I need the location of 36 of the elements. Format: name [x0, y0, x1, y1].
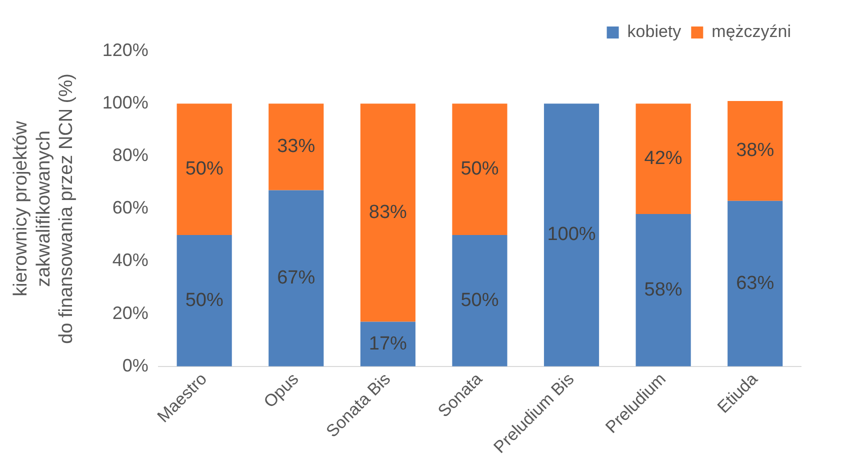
y-axis-title: kierownicy projektów zakwalifikowanych do finansowania przez NCN (%) — [10, 74, 78, 344]
y-tick-label: 120% — [102, 40, 148, 60]
data-label: 50% — [460, 290, 499, 311]
data-label: 38% — [736, 140, 774, 162]
bar — [636, 104, 691, 214]
bar — [176, 234, 232, 366]
bar — [176, 104, 232, 235]
bar — [360, 322, 416, 366]
data-label: 67% — [277, 268, 316, 289]
y-tick-label: 80% — [112, 145, 148, 166]
data-label: 33% — [277, 136, 316, 158]
data-label: 63% — [736, 272, 774, 294]
bar — [268, 104, 324, 190]
data-label: 50% — [185, 158, 224, 180]
y-tick-label: 60% — [112, 198, 148, 218]
data-label: 50% — [185, 290, 224, 311]
y-tick-label: 0% — [122, 355, 148, 376]
bar — [452, 234, 508, 366]
bar — [544, 104, 600, 366]
legend-label: kobiety — [627, 22, 682, 42]
legend-label: mężczyźni — [712, 22, 792, 42]
bar — [728, 200, 783, 366]
data-label: 50% — [460, 158, 499, 180]
bar — [728, 100, 783, 201]
bar — [636, 214, 691, 366]
data-label: 100% — [547, 224, 596, 246]
data-label: 17% — [368, 333, 408, 354]
y-tick-label: 100% — [102, 92, 148, 113]
data-label: 58% — [644, 279, 682, 300]
bar — [452, 104, 508, 235]
data-label: 42% — [644, 148, 682, 170]
bar — [268, 190, 324, 366]
bar — [360, 104, 416, 322]
y-tick-label: 40% — [112, 250, 148, 270]
y-tick-label: 20% — [112, 302, 148, 323]
data-label: 83% — [368, 202, 408, 223]
